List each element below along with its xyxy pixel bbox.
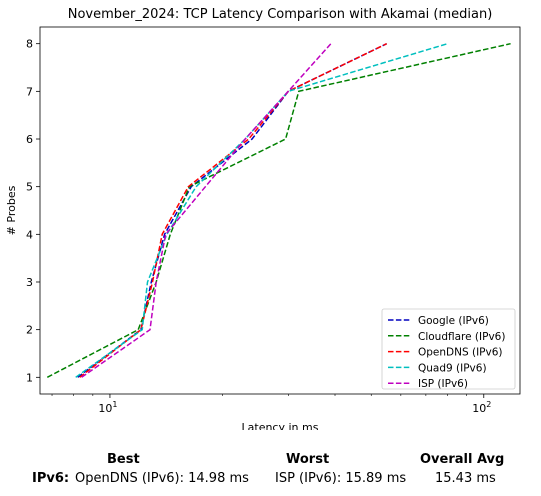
y-tick-label: 1: [26, 371, 33, 384]
y-tick-label: 3: [26, 276, 33, 289]
legend-label-1: Cloudflare (IPv6): [418, 331, 505, 343]
x-tick-label: 102: [472, 400, 491, 415]
y-axis-label: # Probes: [5, 185, 18, 235]
series-line-0: [77, 43, 388, 378]
x-tick-label: 101: [98, 400, 117, 415]
overall-avg-value: 15.43 ms: [435, 471, 496, 486]
legend-label-3: Quad9 (IPv6): [418, 362, 487, 374]
worst-value: ISP (IPv6): 15.89 ms: [275, 471, 407, 486]
y-tick-label: 7: [26, 85, 33, 98]
y-tick-label: 2: [26, 324, 33, 337]
x-axis-label: Latency in ms: [242, 421, 319, 430]
plot-frame: [39, 26, 521, 395]
series-line-4: [81, 43, 332, 378]
y-tick-label: 5: [26, 181, 33, 194]
y-tick-label: 8: [26, 38, 33, 51]
series-line-2: [79, 43, 388, 378]
legend-box: [381, 308, 516, 390]
legend-label-0: Google (IPv6): [418, 315, 489, 327]
worst-header: Worst: [286, 452, 330, 467]
latency-chart: November_2024: TCP Latency Comparison wi…: [5, 7, 521, 430]
y-tick-label: 4: [26, 228, 33, 241]
legend-label-2: OpenDNS (IPv6): [418, 347, 503, 359]
ipv6-row-label: IPv6:: [32, 471, 70, 486]
best-header: Best: [107, 452, 140, 467]
y-tick-label: 6: [26, 133, 33, 146]
overall-avg-header: Overall Avg: [420, 452, 505, 467]
legend-label-4: ISP (IPv6): [418, 378, 468, 390]
series-line-1: [46, 42, 511, 378]
best-value: OpenDNS (IPv6): 14.98 ms: [75, 471, 249, 486]
chart-title: November_2024: TCP Latency Comparison wi…: [68, 7, 493, 22]
